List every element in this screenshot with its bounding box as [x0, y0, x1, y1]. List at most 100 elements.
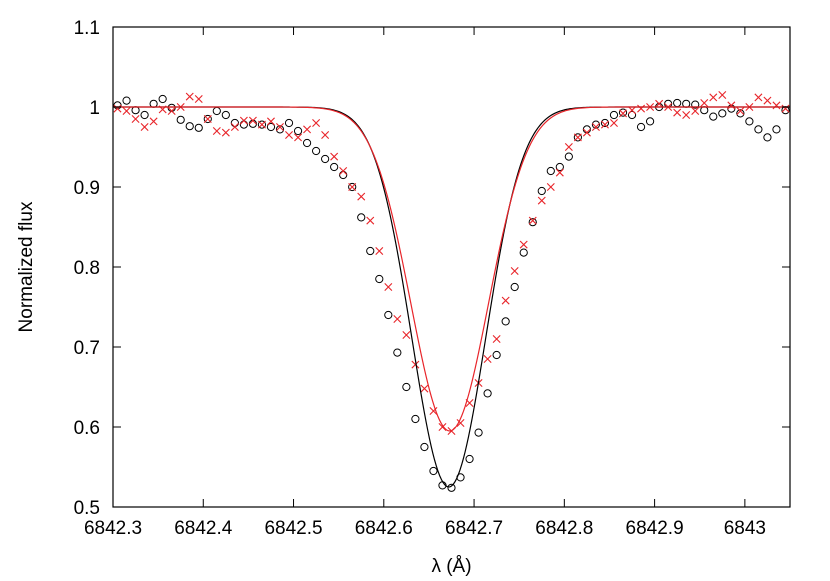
data-point-circle [330, 162, 339, 172]
data-point-circle [266, 122, 276, 132]
data-point-circle [339, 170, 348, 180]
data-point-cross [257, 120, 266, 129]
data-point-circle [393, 348, 402, 357]
data-point-circle [257, 120, 267, 129]
data-point-circle [194, 123, 203, 132]
data-point-circle [284, 118, 294, 128]
data-point-cross [131, 115, 140, 123]
data-point-circle [781, 106, 790, 115]
data-point-cross [619, 109, 627, 118]
data-point-cross [140, 123, 149, 131]
data-point-circle [709, 112, 718, 121]
data-point-circle [176, 115, 185, 124]
data-point-cross [248, 116, 257, 125]
data-point-circle [736, 109, 745, 118]
data-point-cross [411, 360, 420, 369]
data-point-cross [303, 125, 312, 134]
data-point-cross [221, 128, 230, 137]
y-tick-label: 0.6 [74, 418, 100, 439]
data-point-circle [302, 138, 312, 148]
x-tick-label: 6842.4 [174, 518, 233, 539]
fit-line-series-1 [113, 106, 790, 488]
data-point-circle [510, 282, 519, 292]
data-point-circle [618, 108, 628, 117]
data-point-circle [384, 310, 393, 320]
data-point-cross [510, 267, 519, 275]
data-point-cross [582, 128, 591, 137]
data-point-circle [348, 182, 357, 192]
data-point-cross [149, 117, 158, 126]
plot-area [113, 91, 790, 492]
data-point-circle [465, 454, 474, 464]
data-point-cross [546, 183, 555, 191]
x-axis-title: λ (Å) [431, 556, 471, 577]
y-tick-label: 0.7 [74, 338, 100, 359]
data-point-cross [736, 107, 745, 115]
data-point-circle [772, 125, 781, 134]
data-point-circle [429, 466, 438, 476]
data-point-circle [375, 274, 384, 284]
x-tick-label: 6842.9 [626, 518, 684, 539]
data-point-circle [519, 248, 528, 257]
y-tick-label: 1.1 [74, 18, 100, 39]
data-point-circle [221, 110, 230, 120]
x-tick-label: 6842.5 [264, 518, 322, 539]
data-point-cross [591, 123, 600, 131]
data-point-cross [113, 104, 122, 113]
data-point-circle [474, 428, 483, 437]
data-point-cross [772, 101, 781, 110]
plot-frame [112, 26, 791, 508]
data-point-circle [321, 154, 330, 164]
data-point-circle [149, 99, 158, 108]
y-tick-label: 0.9 [74, 178, 100, 199]
y-axis: 0.5 0.6 0.7 0.8 0.9 1 1.1 [74, 18, 790, 519]
data-point-circle [645, 117, 655, 126]
x-tick-label: 6843 [724, 518, 766, 539]
data-point-cross [330, 152, 339, 161]
data-point-circle [673, 98, 682, 108]
data-point-circle [357, 213, 366, 222]
data-point-cross [492, 335, 501, 343]
data-point-cross [700, 99, 709, 107]
data-point-cross [276, 123, 284, 131]
data-point-circle [682, 99, 691, 108]
data-point-circle [122, 96, 131, 105]
fit-line-series-2 [113, 106, 790, 432]
data-point-circle [158, 94, 167, 104]
data-point-cross [691, 107, 700, 115]
data-point-cross [628, 106, 637, 115]
data-point-circle [636, 122, 646, 132]
data-point-cross [312, 119, 321, 127]
data-point-circle [700, 106, 709, 115]
data-point-cross [655, 99, 664, 108]
data-point-cross [637, 104, 646, 113]
x-tick-label: 6842.8 [535, 518, 593, 539]
data-point-cross [754, 93, 763, 102]
data-point-circle [691, 100, 700, 109]
data-point-cross [537, 196, 546, 205]
data-point-circle [718, 109, 727, 118]
data-point-circle [492, 350, 501, 360]
data-point-circle [573, 133, 582, 142]
data-point-circle [140, 110, 149, 120]
data-point-cross [266, 117, 275, 126]
x-tick-label: 6842.3 [84, 518, 142, 539]
data-point-cross [456, 419, 465, 427]
data-point-circle [627, 110, 637, 120]
data-point-circle [185, 122, 194, 131]
data-point-circle [131, 106, 140, 115]
data-point-cross [709, 93, 718, 102]
data-point-cross [203, 115, 212, 123]
x-tick-label: 6842.6 [355, 518, 413, 539]
data-point-cross [573, 133, 582, 142]
data-point-circle [293, 126, 303, 136]
data-point-cross [194, 95, 203, 103]
data-point-cross [555, 168, 564, 177]
data-point-cross [239, 116, 248, 125]
y-axis-title: Normalized flux [16, 201, 37, 332]
data-point-cross [673, 108, 682, 117]
data-point-cross [600, 120, 609, 129]
data-point-circle [609, 110, 619, 120]
data-point-circle [230, 118, 239, 128]
